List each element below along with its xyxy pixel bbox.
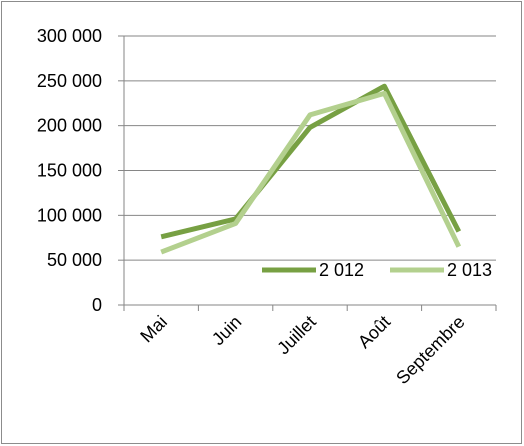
- y-tick-label: 150 000: [37, 161, 102, 181]
- y-tick-label: 250 000: [37, 71, 102, 91]
- x-tick-label: Mai: [136, 312, 171, 347]
- legend-label-0: 2 012: [319, 260, 364, 280]
- x-tick-label: Juillet: [273, 312, 320, 359]
- y-tick-label: 50 000: [47, 250, 102, 270]
- series-line-0: [160, 83, 462, 240]
- x-tick-label: Juin: [208, 312, 245, 349]
- y-tick-label: 0: [92, 295, 102, 315]
- legend-label-1: 2 013: [447, 260, 492, 280]
- y-tick-label: 100 000: [37, 205, 102, 225]
- y-tick-label: 300 000: [37, 26, 102, 46]
- x-tick-label: Septembre: [392, 312, 468, 388]
- y-tick-label: 200 000: [37, 116, 102, 136]
- series-line-1: [160, 90, 462, 255]
- x-tick-label: Août: [354, 312, 394, 352]
